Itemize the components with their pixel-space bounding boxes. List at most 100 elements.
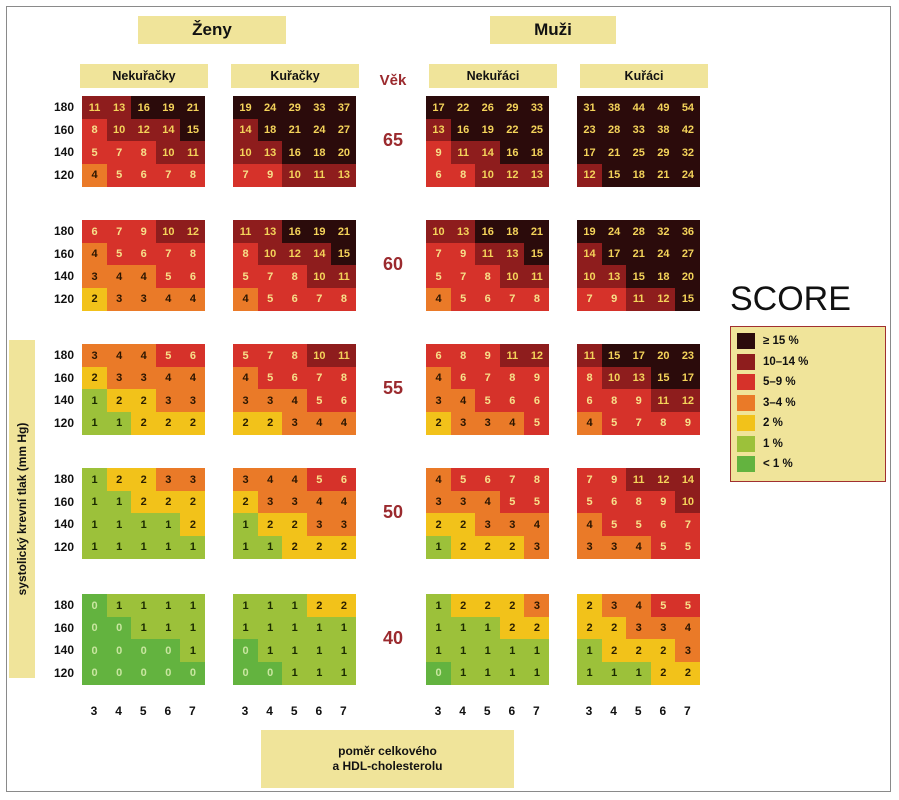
x-tick-label: 7 [684, 704, 691, 718]
legend-swatch [737, 456, 755, 472]
score-cell: 10 [306, 265, 332, 288]
score-cell: 6 [282, 366, 308, 390]
score-cell: 28 [626, 220, 652, 243]
score-cell: 8 [233, 242, 259, 266]
y-tick-label: 160 [53, 494, 74, 509]
score-cell: 1 [233, 535, 259, 559]
score-cell: 3 [155, 468, 181, 491]
score-cell: 2 [82, 366, 108, 390]
score-cell: 0 [155, 661, 181, 685]
score-cell: 2 [499, 594, 525, 617]
score-cell: 21 [626, 242, 652, 266]
score-cell: 33 [626, 118, 652, 142]
score-cell: 5 [426, 265, 452, 288]
score-cell: 37 [331, 96, 357, 119]
score-cell: 38 [601, 96, 627, 119]
score-cell: 1 [131, 535, 157, 559]
score-cell: 2 [233, 490, 259, 514]
score-cell: 2 [450, 513, 476, 536]
legend-label: 2 % [763, 417, 783, 429]
score-cell: 23 [577, 118, 603, 142]
score-cell: 19 [577, 220, 603, 243]
score-cell: 3 [155, 389, 181, 412]
legend-label: < 1 % [763, 458, 793, 470]
score-cell: 16 [131, 96, 157, 119]
x-tick-label: 7 [340, 704, 347, 718]
score-cell: 1 [155, 594, 181, 617]
score-cell: 38 [650, 118, 676, 142]
score-cell: 11 [577, 344, 603, 367]
score-cell: 6 [426, 163, 452, 187]
score-cell: 1 [180, 535, 206, 559]
score-cell: 1 [282, 661, 308, 685]
score-cell: 1 [106, 513, 132, 536]
legend-label: 5–9 % [763, 376, 796, 388]
score-cell: 12 [577, 163, 603, 187]
score-cell: 36 [675, 220, 701, 243]
score-cell: 1 [426, 594, 452, 617]
score-cell: 1 [257, 594, 283, 617]
x-tick-label: 6 [315, 704, 323, 718]
score-cell: 7 [499, 287, 525, 311]
score-cell: 5 [675, 594, 701, 617]
score-cell: 24 [601, 220, 627, 243]
score-cell: 20 [650, 344, 676, 367]
score-cell: 9 [626, 389, 652, 412]
score-cell: 10 [106, 118, 132, 142]
score-cell: 3 [499, 513, 525, 536]
score-cell: 8 [601, 389, 627, 412]
score-cell: 5 [601, 411, 627, 435]
score-cell: 4 [331, 411, 357, 435]
score-cell: 1 [306, 639, 332, 662]
score-cell: 18 [524, 141, 550, 164]
y-axis-label-box: systolický krevní tlak (mm Hg) [9, 340, 35, 678]
score-cell: 3 [257, 490, 283, 514]
score-cell: 24 [306, 118, 332, 142]
legend-item: 10–14 % [737, 353, 808, 370]
score-cell: 1 [450, 616, 476, 640]
score-cell: 4 [282, 468, 308, 491]
age-label: 40 [382, 628, 404, 648]
score-cell: 5 [577, 490, 603, 514]
score-cell: 13 [257, 141, 283, 164]
score-cell: 29 [282, 96, 308, 119]
score-cell: 2 [650, 661, 676, 685]
score-cell: 14 [675, 468, 701, 491]
men-header: Muži [490, 16, 616, 44]
legend: ≥ 15 % 10–14 % 5–9 % 3–4 % 2 % 1 % < 1 % [730, 326, 886, 482]
score-cell: 33 [306, 96, 332, 119]
score-cell: 1 [331, 616, 357, 640]
score-cell: 24 [257, 96, 283, 119]
score-cell: 8 [282, 265, 308, 288]
score-cell: 29 [650, 141, 676, 164]
score-cell: 0 [106, 616, 132, 640]
score-cell: 2 [475, 535, 501, 559]
score-cell: 3 [475, 411, 501, 435]
score-cell: 9 [257, 163, 283, 187]
x-tick-label: 6 [659, 704, 667, 718]
score-cell: 2 [82, 287, 108, 311]
score-cell: 10 [155, 220, 181, 243]
score-cell: 15 [524, 242, 550, 266]
score-cell: 8 [524, 468, 550, 491]
score-cell: 1 [82, 490, 108, 514]
score-cell: 1 [601, 661, 627, 685]
score-cell: 19 [306, 220, 332, 243]
legend-label: 1 % [763, 437, 783, 450]
y-tick-label: 160 [53, 246, 74, 261]
score-cell: 13 [331, 163, 357, 187]
score-cell: 6 [650, 513, 676, 536]
score-cell: 13 [499, 242, 525, 266]
score-cell: 11 [524, 265, 550, 288]
score-cell: 5 [155, 265, 181, 288]
score-cell: 16 [499, 141, 525, 164]
score-cell: 4 [306, 490, 332, 514]
score-cell: 7 [106, 141, 132, 164]
score-cell: 4 [626, 594, 652, 617]
score-cell: 5 [499, 490, 525, 514]
x-tick-label: 3 [434, 704, 442, 718]
score-cell: 9 [131, 220, 157, 243]
score-cell: 26 [475, 96, 501, 119]
score-cell: 6 [450, 366, 476, 390]
legend-item: 3–4 % [737, 394, 796, 411]
